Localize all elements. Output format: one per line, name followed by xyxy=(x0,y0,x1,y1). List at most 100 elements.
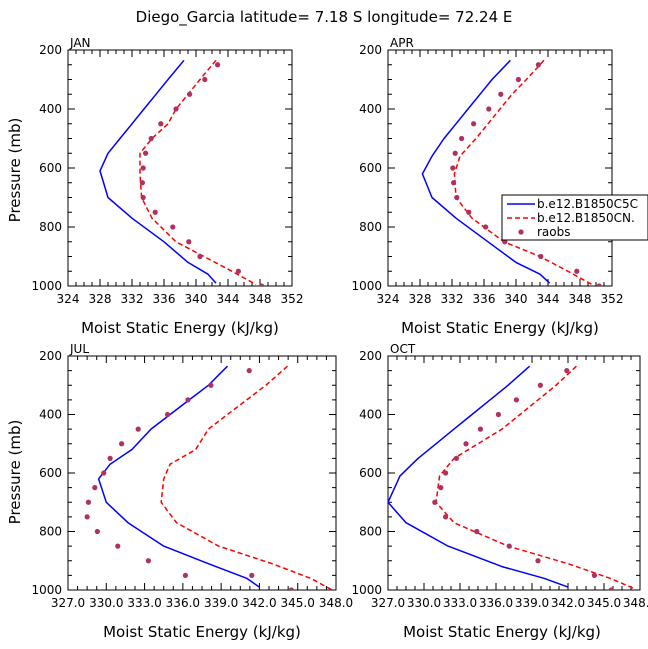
series-line-model2-jul xyxy=(160,365,333,590)
raobs-point-jan xyxy=(140,165,146,171)
x-tick-label-apr: 332 xyxy=(441,292,464,306)
y-tick-label-oct: 400 xyxy=(359,408,382,422)
x-tick-label-jul: 345.0 xyxy=(281,596,315,610)
raobs-point-jan xyxy=(140,194,146,201)
raobs-point-jul xyxy=(135,426,141,432)
raobs-point-jul xyxy=(249,572,255,578)
raobs-point-oct xyxy=(438,485,444,491)
raobs-point-jan xyxy=(148,135,154,142)
plot-area-apr xyxy=(421,59,602,286)
raobs-point-jan xyxy=(259,283,265,286)
y-axis-label-jul: Pressure (mb) xyxy=(6,420,24,525)
x-tick-label-apr: 344 xyxy=(537,292,560,306)
raobs-point-jul xyxy=(119,441,125,447)
y-tick-label-oct: 600 xyxy=(359,466,382,480)
x-tick-label-apr: 352 xyxy=(601,292,624,306)
legend-label-model2: b.e12.B1850CN. xyxy=(537,211,635,225)
legend-label-model1: b.e12.B1850C5C xyxy=(537,197,638,211)
panel-title-oct: OCT xyxy=(390,342,416,356)
raobs-point-oct xyxy=(608,587,614,590)
legend-marker-raobs xyxy=(518,229,524,235)
raobs-point-jan xyxy=(202,76,208,83)
raobs-point-jan xyxy=(215,62,221,68)
x-tick-label-jul: 336.0 xyxy=(166,596,200,610)
raobs-point-oct xyxy=(495,411,501,418)
x-tick-label-jan: 352 xyxy=(281,292,304,306)
plot-area-jul xyxy=(84,365,333,590)
raobs-point-apr xyxy=(574,268,580,274)
y-tick-label-jul: 800 xyxy=(39,525,62,539)
panel-jan: Pressure (mb) Moist Static Energy (kJ/kg… xyxy=(6,36,303,337)
series-line-model1-jul xyxy=(97,365,260,588)
x-axis-label-jul: Moist Static Energy (kJ/kg) xyxy=(103,623,301,641)
panel-title-jan: JAN xyxy=(69,36,91,50)
raobs-point-apr xyxy=(450,165,456,171)
raobs-point-jul xyxy=(145,558,151,564)
y-tick-label-apr: 400 xyxy=(359,102,382,116)
raobs-point-oct xyxy=(474,528,480,535)
x-axis-label-oct: Moist Static Energy (kJ/kg) xyxy=(403,623,601,641)
x-tick-label-oct: 348.0 xyxy=(623,596,648,610)
panel-oct: Moist Static Energy (kJ/kg) OCT 327.0 330.… xyxy=(351,342,648,641)
y-tick-label-oct: 200 xyxy=(359,349,382,363)
raobs-point-apr xyxy=(459,135,465,142)
raobs-point-jul xyxy=(85,499,92,505)
raobs-point-oct xyxy=(513,397,520,403)
raobs-point-apr xyxy=(515,76,522,83)
x-tick-label-jan: 324 xyxy=(57,292,80,306)
raobs-point-jan xyxy=(139,180,145,186)
x-tick-label-jan: 340 xyxy=(185,292,208,306)
plot-frame-oct xyxy=(387,355,641,591)
raobs-point-jul xyxy=(185,397,191,403)
panel-jul: Pressure (mb) Moist Static Energy (kJ/kg… xyxy=(6,342,353,641)
raobs-point-oct xyxy=(506,543,512,549)
raobs-point-jul xyxy=(288,587,294,590)
x-tick-label-jan: 348 xyxy=(249,292,272,306)
raobs-point-jul xyxy=(246,368,252,374)
raobs-point-jan xyxy=(170,224,176,230)
raobs-point-jul xyxy=(107,455,113,461)
raobs-point-apr xyxy=(452,150,458,156)
y-tick-label-jan: 800 xyxy=(39,220,62,234)
series-line-model1-apr xyxy=(421,59,551,284)
raobs-point-jul xyxy=(164,411,171,418)
series-line-model1-oct xyxy=(388,365,569,588)
legend-label-raobs: raobs xyxy=(537,225,571,239)
raobs-point-jul xyxy=(84,514,90,520)
x-tick-label-apr: 348 xyxy=(569,292,592,306)
x-tick-label-oct: 339.0 xyxy=(515,596,549,610)
x-axis-label-apr: Moist Static Energy (kJ/kg) xyxy=(401,319,599,337)
y-tick-label-oct: 1000 xyxy=(351,583,382,597)
series-line-model2-oct xyxy=(435,365,635,590)
panel-title-apr: APR xyxy=(390,36,414,50)
raobs-point-jan xyxy=(186,239,192,245)
series-line-model1-jan xyxy=(99,59,217,284)
y-tick-label-jul: 1000 xyxy=(31,583,62,597)
x-tick-label-jan: 344 xyxy=(217,292,240,306)
series-line-model2-jan xyxy=(139,59,257,286)
y-tick-label-jan: 600 xyxy=(39,161,62,175)
raobs-point-oct xyxy=(564,368,570,374)
y-tick-label-apr: 200 xyxy=(359,43,382,57)
y-tick-label-jan: 200 xyxy=(39,43,62,57)
x-tick-label-jul: 330.0 xyxy=(89,596,123,610)
x-tick-label-oct: 336.0 xyxy=(479,596,513,610)
x-tick-label-apr: 328 xyxy=(409,292,432,306)
x-tick-label-oct: 327.0 xyxy=(371,596,405,610)
y-tick-label-oct: 800 xyxy=(359,525,382,539)
figure-title: Diego_Garcia latitude= 7.18 S longitude=… xyxy=(136,8,513,27)
x-tick-label-oct: 345.0 xyxy=(587,596,621,610)
y-tick-label-apr: 600 xyxy=(359,161,382,175)
x-tick-label-jul: 333.0 xyxy=(127,596,161,610)
raobs-point-apr xyxy=(454,194,460,201)
y-tick-label-jan: 400 xyxy=(39,102,62,116)
raobs-point-jul xyxy=(115,543,121,549)
y-tick-label-jul: 400 xyxy=(39,408,62,422)
x-tick-label-jul: 339.0 xyxy=(204,596,238,610)
raobs-point-apr xyxy=(596,283,602,286)
raobs-point-oct xyxy=(443,470,449,476)
raobs-point-jan xyxy=(143,150,149,156)
x-tick-label-apr: 336 xyxy=(473,292,496,306)
plot-area-jan xyxy=(99,59,265,286)
